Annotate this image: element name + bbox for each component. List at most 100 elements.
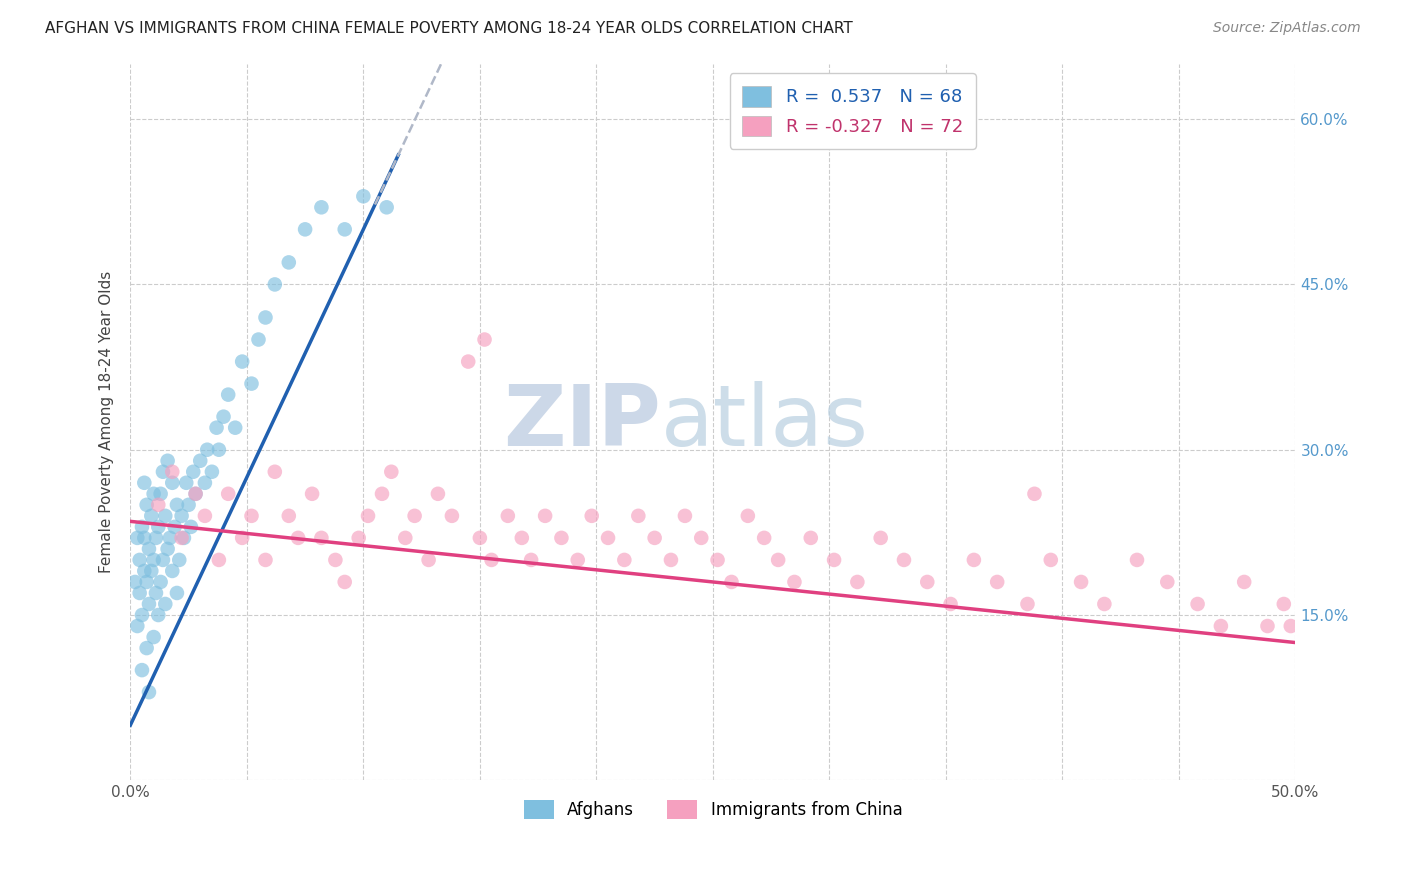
Point — [131, 520, 153, 534]
Point — [138, 597, 160, 611]
Point — [644, 531, 666, 545]
Point — [159, 531, 181, 545]
Point — [201, 465, 224, 479]
Point — [166, 586, 188, 600]
Point — [311, 531, 333, 545]
Point — [440, 508, 463, 523]
Point — [394, 531, 416, 545]
Point — [1279, 619, 1302, 633]
Point — [131, 607, 153, 622]
Point — [1256, 619, 1278, 633]
Point — [754, 531, 776, 545]
Point — [128, 553, 150, 567]
Point — [145, 586, 167, 600]
Point — [1187, 597, 1209, 611]
Point — [124, 574, 146, 589]
Point — [581, 508, 603, 523]
Point — [152, 553, 174, 567]
Point — [893, 553, 915, 567]
Point — [613, 553, 636, 567]
Point — [1017, 597, 1039, 611]
Point — [333, 222, 356, 236]
Point — [205, 420, 228, 434]
Point — [131, 663, 153, 677]
Point — [474, 333, 496, 347]
Point — [596, 531, 619, 545]
Point — [254, 310, 277, 325]
Point — [155, 597, 177, 611]
Point — [127, 531, 149, 545]
Point — [217, 487, 239, 501]
Point — [520, 553, 543, 567]
Point — [1039, 553, 1062, 567]
Point — [208, 553, 231, 567]
Point — [148, 520, 170, 534]
Point — [766, 553, 789, 567]
Point — [481, 553, 503, 567]
Point — [169, 553, 191, 567]
Point — [174, 475, 197, 490]
Point — [720, 574, 742, 589]
Point — [1070, 574, 1092, 589]
Point — [240, 376, 263, 391]
Point — [352, 189, 374, 203]
Point — [846, 574, 869, 589]
Point — [800, 531, 823, 545]
Point — [231, 354, 253, 368]
Point — [254, 553, 277, 567]
Point — [142, 553, 165, 567]
Point — [156, 541, 179, 556]
Point — [869, 531, 891, 545]
Point — [142, 487, 165, 501]
Point — [325, 553, 347, 567]
Point — [706, 553, 728, 567]
Point — [1126, 553, 1149, 567]
Point — [170, 508, 193, 523]
Point — [217, 387, 239, 401]
Point — [371, 487, 394, 501]
Point — [156, 454, 179, 468]
Point — [148, 607, 170, 622]
Point — [188, 454, 211, 468]
Point — [128, 586, 150, 600]
Point — [224, 420, 246, 434]
Text: Source: ZipAtlas.com: Source: ZipAtlas.com — [1213, 21, 1361, 35]
Point — [141, 508, 163, 523]
Point — [127, 619, 149, 633]
Point — [212, 409, 235, 424]
Point — [177, 498, 200, 512]
Point — [510, 531, 533, 545]
Y-axis label: Female Poverty Among 18-24 Year Olds: Female Poverty Among 18-24 Year Olds — [100, 271, 114, 574]
Point — [247, 333, 270, 347]
Point — [550, 531, 572, 545]
Point — [311, 200, 333, 214]
Point — [194, 475, 217, 490]
Point — [783, 574, 806, 589]
Point — [263, 465, 285, 479]
Point — [457, 354, 479, 368]
Point — [418, 553, 440, 567]
Text: ZIP: ZIP — [503, 381, 661, 464]
Point — [152, 465, 174, 479]
Point — [277, 508, 299, 523]
Point — [823, 553, 845, 567]
Point — [162, 475, 184, 490]
Point — [1233, 574, 1256, 589]
Point — [380, 465, 402, 479]
Point — [917, 574, 939, 589]
Point — [135, 574, 157, 589]
Point — [673, 508, 696, 523]
Point — [184, 487, 207, 501]
Point — [149, 487, 172, 501]
Point — [287, 531, 309, 545]
Point — [163, 520, 186, 534]
Point — [1209, 619, 1232, 633]
Point — [135, 498, 157, 512]
Point — [145, 531, 167, 545]
Point — [195, 442, 218, 457]
Point — [149, 574, 172, 589]
Point — [166, 498, 188, 512]
Point — [986, 574, 1008, 589]
Point — [180, 520, 202, 534]
Point — [162, 465, 184, 479]
